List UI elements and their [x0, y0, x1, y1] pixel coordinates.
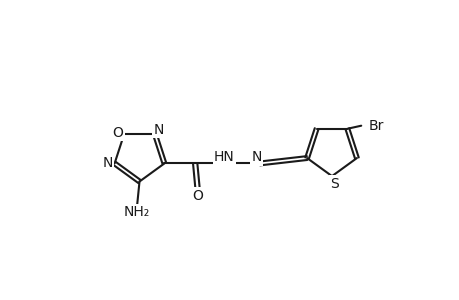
- Text: S: S: [329, 177, 338, 191]
- Text: O: O: [192, 189, 202, 203]
- Text: N: N: [102, 156, 112, 170]
- Text: O: O: [112, 126, 123, 140]
- Text: N: N: [251, 150, 262, 164]
- Text: NH₂: NH₂: [124, 205, 150, 219]
- Text: HN: HN: [213, 150, 235, 164]
- Text: Br: Br: [368, 119, 384, 133]
- Text: N: N: [153, 122, 163, 136]
